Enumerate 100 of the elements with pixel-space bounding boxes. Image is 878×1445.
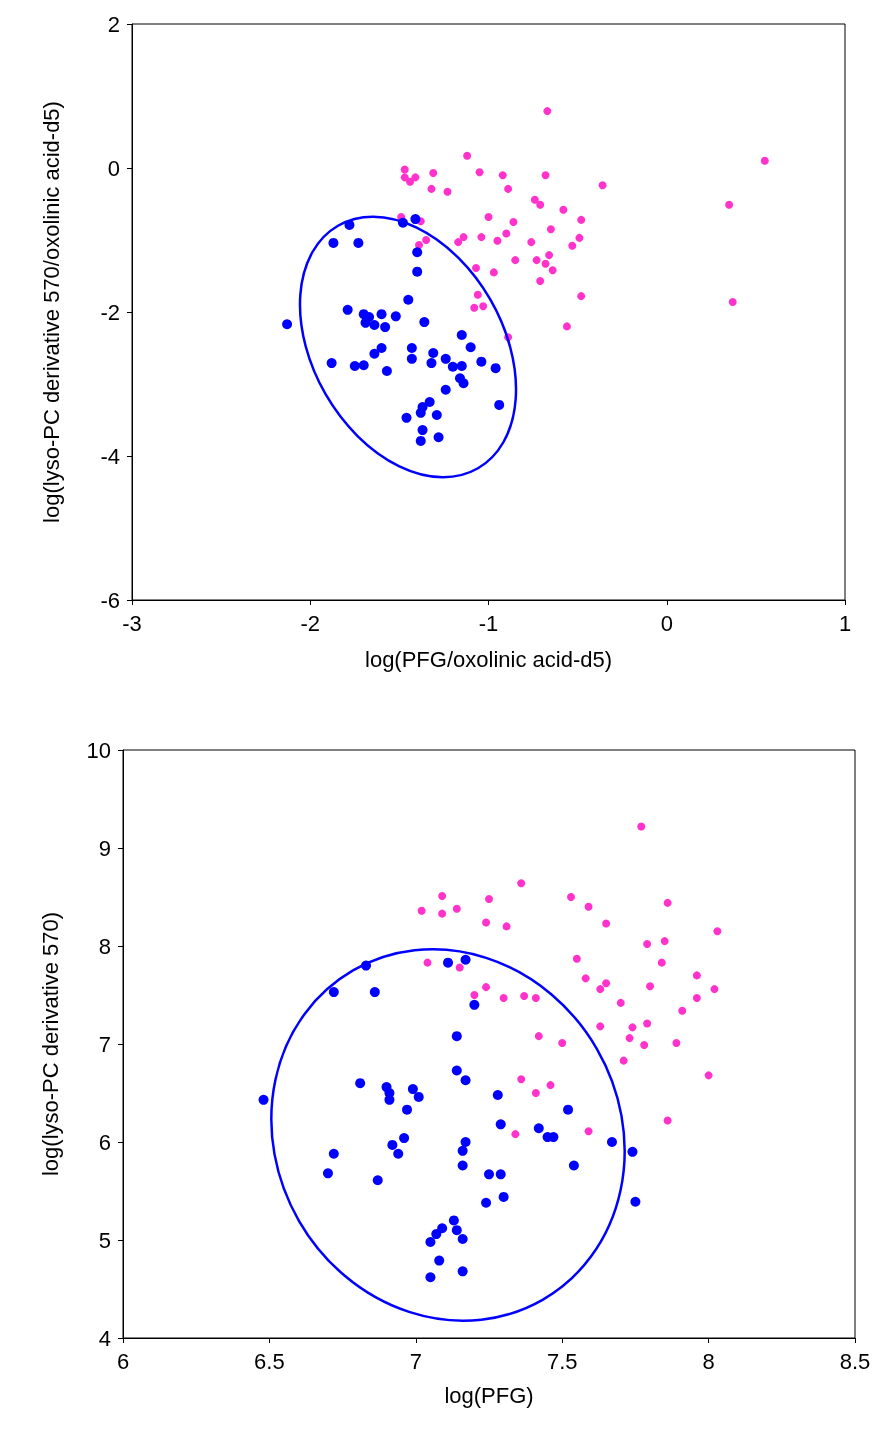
point <box>562 322 571 331</box>
point <box>511 1130 520 1139</box>
point <box>713 927 722 936</box>
y-axis-title: log(lyso-PC derivative 570) <box>37 911 63 1177</box>
point <box>485 894 493 903</box>
point <box>541 171 550 180</box>
point <box>606 1137 617 1147</box>
point <box>457 1266 468 1277</box>
point <box>415 407 426 418</box>
point <box>490 363 501 374</box>
point <box>517 1075 526 1084</box>
point <box>534 1032 543 1041</box>
point <box>628 1023 637 1032</box>
point <box>558 1039 567 1048</box>
point <box>725 200 734 209</box>
point <box>428 348 439 359</box>
point <box>482 918 491 927</box>
point <box>452 904 461 913</box>
point <box>531 1089 540 1097</box>
x-tick-label: 1 <box>838 610 852 636</box>
point <box>454 238 463 247</box>
x-tick-label: 6.5 <box>254 1348 285 1374</box>
point <box>376 309 387 320</box>
point <box>630 1196 641 1207</box>
point <box>369 348 380 359</box>
point <box>460 954 471 965</box>
point <box>322 1168 333 1179</box>
point <box>473 290 482 299</box>
point <box>456 330 467 341</box>
point <box>499 993 508 1002</box>
x-tick-label: 7.5 <box>546 1348 578 1374</box>
point <box>457 1160 468 1171</box>
point <box>402 1104 413 1115</box>
point <box>495 1119 506 1130</box>
point <box>494 399 505 410</box>
point <box>598 181 607 190</box>
point <box>489 268 498 277</box>
point <box>372 1175 383 1186</box>
point <box>443 187 452 196</box>
y-tick-label: -2 <box>100 299 120 325</box>
y-tick-label: -6 <box>100 587 120 613</box>
point <box>433 432 444 443</box>
point <box>457 1234 468 1245</box>
point <box>406 353 417 364</box>
point <box>425 1272 436 1283</box>
point <box>502 229 511 238</box>
point <box>481 1197 492 1208</box>
point <box>460 1137 471 1147</box>
point <box>438 909 447 918</box>
point <box>545 251 554 260</box>
point <box>498 171 507 180</box>
point <box>342 304 353 315</box>
point <box>456 361 467 371</box>
point <box>546 225 555 234</box>
point <box>577 292 586 301</box>
point <box>431 1229 442 1240</box>
point <box>376 343 387 353</box>
point <box>692 993 701 1002</box>
point <box>710 985 719 994</box>
point <box>584 1127 593 1136</box>
point <box>358 360 369 371</box>
point <box>484 212 493 221</box>
point <box>425 1236 436 1247</box>
point <box>400 173 409 182</box>
x-tick-label: 0 <box>660 610 673 636</box>
x-tick-label: 7 <box>409 1348 422 1374</box>
point <box>381 366 392 377</box>
point <box>577 215 586 224</box>
point <box>431 409 442 420</box>
point <box>457 1145 468 1156</box>
point <box>495 1169 506 1180</box>
point <box>349 361 360 371</box>
point <box>548 266 557 275</box>
point <box>640 1040 649 1049</box>
point <box>353 237 364 248</box>
point <box>415 435 426 446</box>
x-axis-title: log(PFG) <box>444 1382 534 1408</box>
x-tick-label: -3 <box>122 610 142 636</box>
point <box>559 205 568 214</box>
point <box>728 297 737 306</box>
point <box>422 236 431 244</box>
point <box>643 940 652 949</box>
point <box>581 974 590 983</box>
point <box>572 954 581 963</box>
point <box>437 1223 448 1234</box>
point <box>493 236 502 245</box>
point <box>413 1091 424 1102</box>
y-tick-label: 8 <box>98 933 111 959</box>
point <box>447 361 458 372</box>
point <box>498 1191 509 1202</box>
point <box>399 1133 410 1144</box>
point <box>424 397 435 407</box>
point <box>407 1084 418 1095</box>
point <box>355 1078 366 1089</box>
point <box>411 173 420 182</box>
point <box>438 892 447 901</box>
point <box>440 384 451 395</box>
point <box>443 957 454 968</box>
point <box>517 879 526 888</box>
point <box>543 107 552 116</box>
